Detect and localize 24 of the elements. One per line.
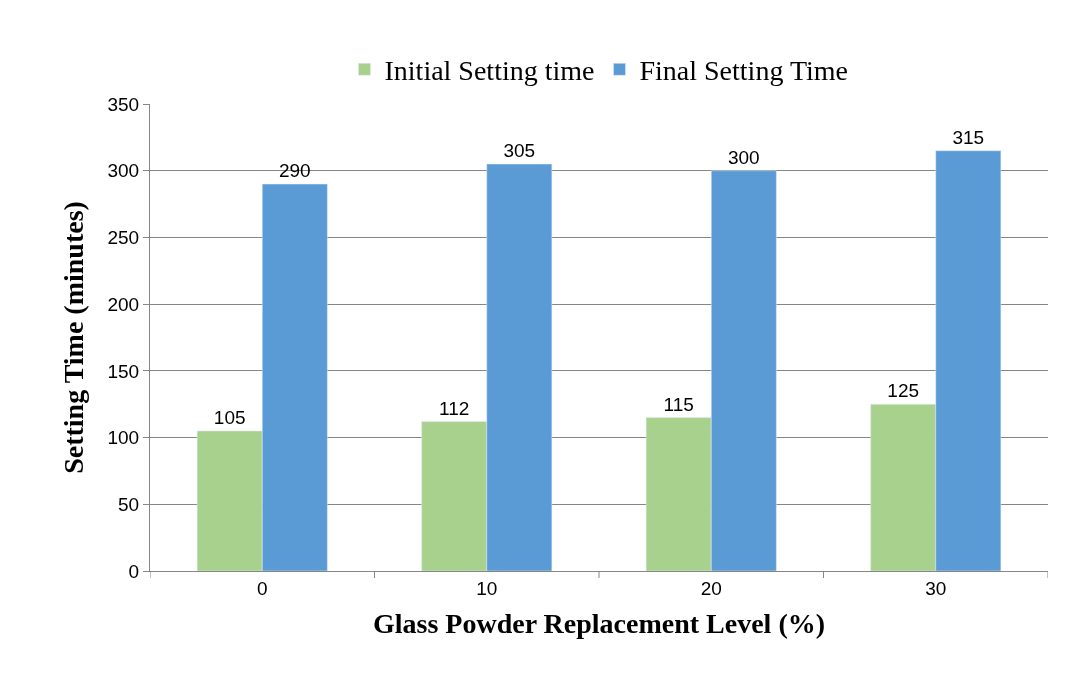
y-tick-label: 150 <box>107 360 140 382</box>
data-label: 300 <box>727 146 760 168</box>
data-label: 305 <box>503 140 536 162</box>
x-tick-label: 20 <box>700 577 722 599</box>
data-label: 125 <box>887 380 920 402</box>
x-tick-label: 0 <box>256 577 268 599</box>
data-label: 115 <box>663 393 694 415</box>
x-axis-title: Glass Powder Replacement Level (%) <box>372 607 826 639</box>
x-tick-label: 10 <box>476 577 498 599</box>
y-tick-label: 0 <box>128 560 140 582</box>
legend-label: Final Setting Time <box>639 55 848 87</box>
data-label: 315 <box>952 126 985 148</box>
data-label: 112 <box>439 397 470 419</box>
y-axis-title: Setting Time (minutes) <box>58 201 90 474</box>
y-tick-label: 250 <box>107 227 140 249</box>
y-tick-label: 350 <box>107 93 140 115</box>
x-tick-label: 30 <box>925 577 947 599</box>
y-tick-label: 50 <box>118 493 140 515</box>
y-tick-label: 200 <box>107 293 140 315</box>
y-tick-label: 300 <box>107 160 140 182</box>
data-label: 105 <box>213 406 246 428</box>
y-tick-label: 100 <box>107 427 140 449</box>
data-label: 290 <box>278 160 311 182</box>
legend-label: Initial Setting time <box>384 55 595 87</box>
